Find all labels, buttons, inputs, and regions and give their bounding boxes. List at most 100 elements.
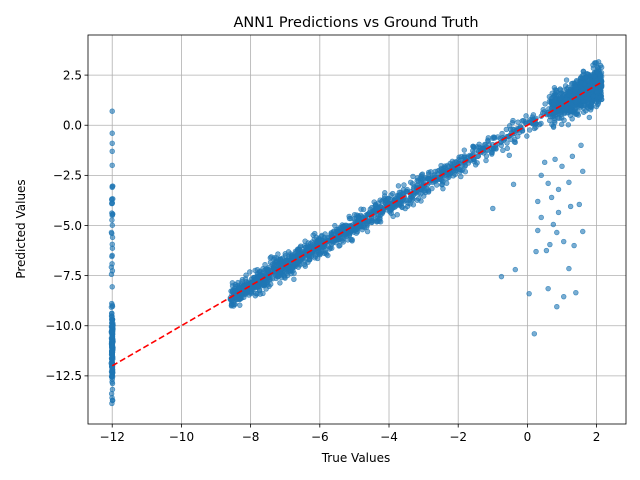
data-point — [557, 96, 563, 102]
data-point — [573, 289, 579, 296]
plot-frame — [87, 34, 627, 425]
data-point — [401, 198, 407, 204]
data-point — [548, 194, 555, 201]
data-point — [569, 116, 575, 122]
data-point — [363, 212, 369, 218]
data-point — [261, 281, 267, 288]
data-point — [491, 135, 498, 141]
data-point — [569, 101, 575, 107]
data-point — [567, 203, 574, 210]
data-point — [580, 68, 587, 74]
data-point — [580, 228, 586, 235]
data-point — [385, 195, 391, 202]
data-point — [581, 81, 588, 87]
data-point — [109, 302, 116, 308]
data-point — [551, 117, 558, 124]
data-point — [410, 173, 416, 180]
data-point — [442, 168, 448, 174]
data-point — [330, 240, 336, 246]
data-point — [337, 242, 343, 249]
data-point — [109, 148, 115, 155]
data-point — [382, 190, 388, 196]
reference-line-group — [111, 82, 601, 367]
data-point — [547, 241, 553, 248]
data-point — [278, 256, 284, 262]
data-point — [450, 173, 457, 179]
data-point — [108, 264, 115, 270]
data-point — [425, 176, 431, 182]
data-point — [275, 261, 281, 267]
data-point — [440, 179, 446, 185]
data-point — [109, 140, 115, 146]
data-point — [588, 72, 594, 78]
data-point — [598, 96, 605, 103]
data-point — [558, 115, 565, 121]
data-point — [480, 145, 486, 151]
data-point — [550, 221, 557, 228]
data-point — [510, 181, 517, 188]
data-point — [268, 281, 274, 287]
data-point — [346, 232, 353, 239]
data-point — [598, 82, 605, 89]
data-points — [108, 59, 605, 407]
data-point — [571, 242, 577, 249]
data-point — [462, 162, 469, 169]
data-point — [561, 293, 567, 300]
data-point — [326, 246, 333, 252]
data-point — [512, 266, 518, 273]
data-point — [540, 106, 546, 113]
data-point — [538, 172, 544, 179]
data-point — [109, 348, 115, 355]
data-point — [395, 183, 402, 189]
data-point — [576, 201, 582, 208]
data-point — [554, 304, 560, 310]
data-point — [108, 373, 115, 380]
data-point — [458, 173, 464, 180]
x-tick-label: −8 — [242, 430, 260, 444]
data-point — [459, 167, 465, 173]
data-point — [232, 281, 239, 288]
data-point — [109, 217, 115, 223]
data-point — [415, 178, 422, 184]
x-tick-label: 0 — [524, 430, 532, 444]
data-point — [573, 99, 579, 105]
data-point — [109, 108, 115, 114]
data-point — [308, 254, 314, 260]
data-point — [538, 214, 544, 221]
data-point — [429, 185, 435, 192]
y-tick-label: −2.5 — [53, 169, 82, 183]
data-point — [237, 302, 243, 308]
data-point — [535, 227, 541, 234]
data-point — [545, 285, 551, 292]
x-tick-label: −12 — [100, 430, 125, 444]
data-point — [533, 248, 539, 255]
data-point — [512, 139, 518, 145]
y-tick-label: 0.0 — [63, 119, 82, 133]
y-tick-label: −12.5 — [45, 369, 82, 383]
data-point — [595, 100, 602, 106]
data-point — [489, 149, 495, 156]
data-point — [401, 182, 407, 188]
x-tick-label: 2 — [593, 430, 601, 444]
data-point — [416, 190, 422, 196]
data-point — [490, 205, 496, 212]
data-point — [554, 229, 560, 236]
data-point — [409, 194, 416, 201]
data-point — [304, 243, 311, 249]
data-point — [593, 60, 599, 66]
data-point — [247, 269, 253, 275]
data-point — [542, 101, 548, 107]
data-point — [433, 182, 440, 188]
data-point — [593, 77, 600, 84]
data-point — [346, 215, 353, 222]
data-point — [109, 367, 115, 373]
data-point — [323, 251, 330, 257]
data-point — [321, 234, 328, 241]
data-point — [243, 272, 249, 278]
data-point — [498, 273, 505, 280]
data-point — [510, 117, 516, 124]
y-tick-label: −7.5 — [53, 269, 82, 283]
x-tick-label: −4 — [380, 430, 398, 444]
data-point — [291, 276, 297, 282]
x-tick-label: −2 — [449, 430, 467, 444]
